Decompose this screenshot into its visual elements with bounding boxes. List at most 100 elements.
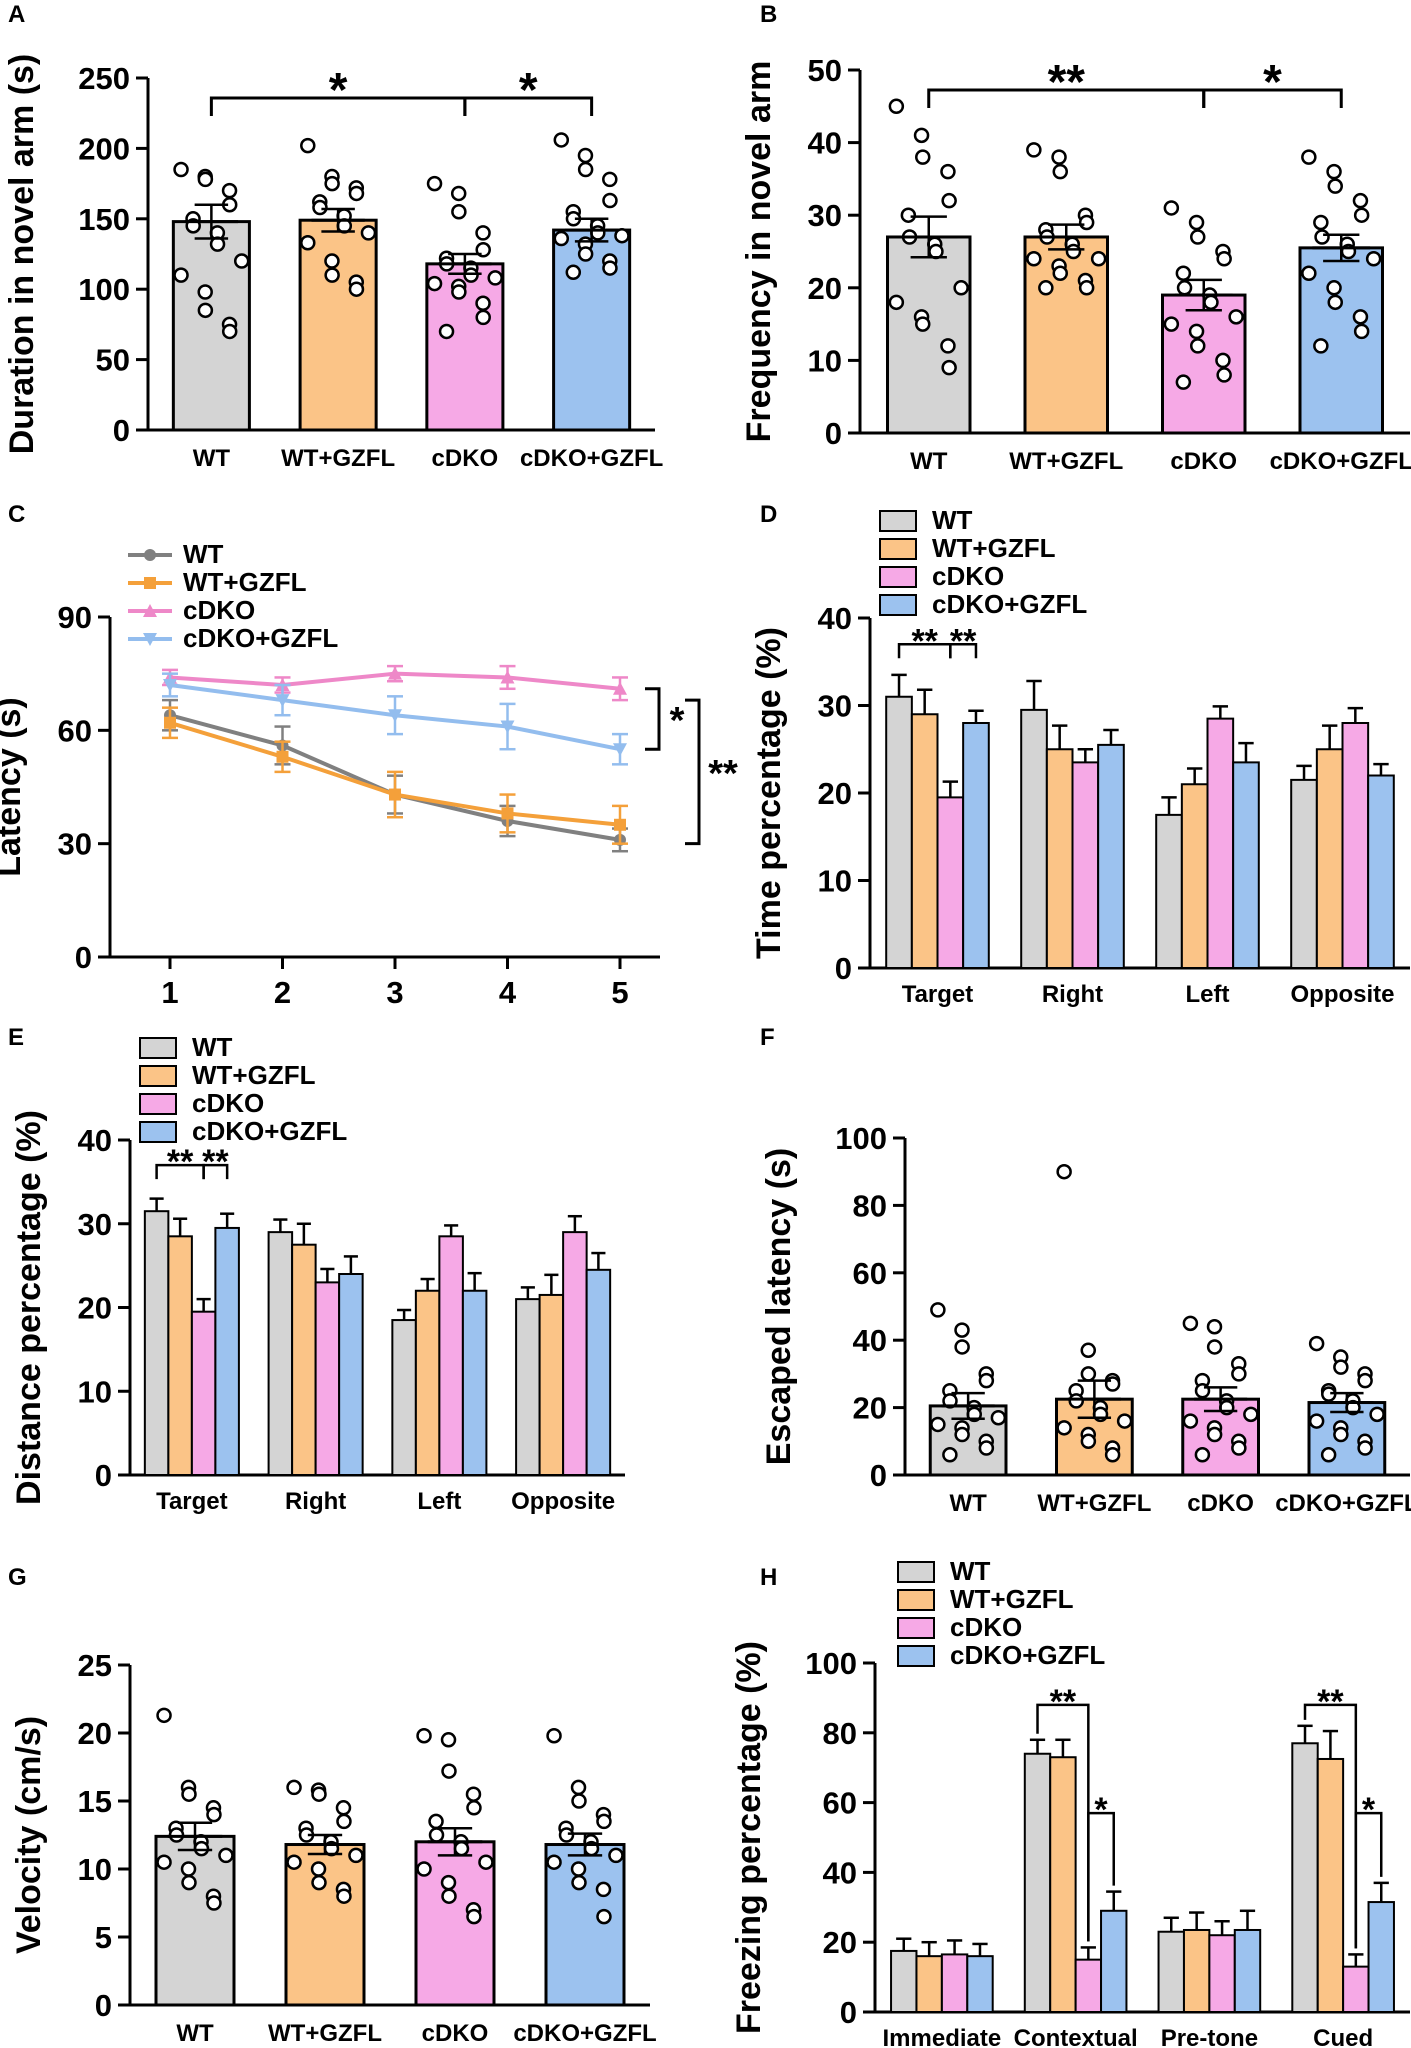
data-point <box>465 1786 482 1802</box>
data-point <box>440 1874 457 1891</box>
y-tick-label: 30 <box>808 198 842 233</box>
bar-WT-Left <box>391 1319 417 1476</box>
y-tick-label: 0 <box>870 1458 887 1493</box>
significance-label: * <box>1263 56 1282 109</box>
data-point <box>475 225 491 241</box>
marker-triangle-up <box>500 670 515 684</box>
significance-label: ** <box>708 753 738 795</box>
data-point <box>1333 1426 1349 1443</box>
data-point <box>954 1426 970 1443</box>
legend-label: cDKO+GZFL <box>950 1640 1105 1670</box>
data-point <box>1353 323 1370 340</box>
y-tick-label: 20 <box>853 1391 887 1426</box>
data-point <box>348 1847 364 1864</box>
significance-bracket <box>949 643 978 659</box>
data-point <box>888 98 905 115</box>
data-point <box>596 1908 612 1925</box>
data-point <box>990 1409 1007 1426</box>
legend-swatch-WT <box>897 1561 935 1583</box>
data-point <box>1056 1420 1072 1436</box>
y-tick-label: 40 <box>823 1855 857 1890</box>
panel-E: 0 10 20 30 40 Distance percentage (%) E Target R… <box>8 1024 625 1515</box>
bar-WT+GZFL-Left <box>414 1289 441 1476</box>
panel-letter: E <box>8 1024 24 1051</box>
data-point <box>1326 280 1342 296</box>
y-tick-label: 20 <box>78 1291 112 1326</box>
bar-WT <box>171 220 251 432</box>
data-point <box>478 1854 494 1870</box>
data-point <box>311 1786 327 1802</box>
data-point <box>941 359 957 376</box>
x-tick-label: WT <box>949 1490 987 1517</box>
legend-label: cDKO+GZFL <box>183 623 338 653</box>
bar-cDKO-Opposite <box>562 1231 588 1476</box>
data-point <box>1080 1342 1097 1359</box>
data-point <box>571 1874 587 1891</box>
data-point <box>218 1847 234 1864</box>
data-point <box>1357 1440 1373 1456</box>
bar-cDKO+GZFL-Right <box>338 1273 364 1476</box>
data-point <box>1052 265 1068 282</box>
bar-cDKO+GZFL-Target <box>962 722 990 969</box>
panel-H: 0 20 40 60 80 100 Freezing percentage (%) H Imme… <box>730 1556 1410 2048</box>
bar-WT-Contextual <box>1023 1752 1052 2013</box>
data-point <box>193 1840 210 1857</box>
data-point <box>602 192 618 209</box>
significance-bracket <box>463 96 594 116</box>
y-tick-label: 40 <box>818 601 852 636</box>
y-tick-label: 80 <box>823 1716 857 1751</box>
data-point <box>928 243 944 260</box>
data-point <box>348 185 365 202</box>
legend-swatch-WT <box>879 510 917 532</box>
data-point <box>466 1908 482 1925</box>
bar-WT-Opposite <box>515 1298 541 1476</box>
x-tick-label: Opposite <box>1290 981 1394 1008</box>
y-tick-label: 0 <box>825 416 842 451</box>
data-point <box>1206 1339 1223 1355</box>
marker-triangle-down <box>275 694 290 708</box>
bar-WT+GZFL-Cued <box>1316 1757 1345 2013</box>
y-tick-label: 40 <box>78 1123 112 1158</box>
panel-letter: F <box>760 1024 775 1051</box>
panel-F: 0 20 40 60 80 100 Escaped latency (s) F WT WT+GZF… <box>760 1024 1411 1517</box>
legend-swatch-WT <box>139 1037 177 1059</box>
y-tick-label: 40 <box>853 1323 887 1358</box>
bar-cDKO+GZFL-Target <box>214 1226 240 1476</box>
data-point <box>915 316 931 332</box>
bar-WT+GZFL-Contextual <box>1049 1756 1077 2013</box>
data-point <box>1231 1366 1247 1382</box>
bar-WT-Target <box>143 1210 170 1476</box>
data-point <box>1301 265 1317 282</box>
bar-cDKO-Target <box>936 796 965 969</box>
x-tick-label: cDKO <box>432 445 499 472</box>
y-tick-label: 10 <box>78 1374 112 1409</box>
y-tick-label: 100 <box>835 1121 887 1156</box>
x-tick-label: Cued <box>1313 2025 1373 2048</box>
x-tick-label: WT+GZFL <box>1037 1490 1151 1517</box>
data-point <box>1068 1393 1085 1409</box>
data-point <box>440 1732 457 1748</box>
bar-cDKO-Contextual <box>1074 1958 1103 2014</box>
marker-triangle-down <box>388 709 402 723</box>
data-point <box>1327 178 1343 194</box>
data-point <box>426 275 443 292</box>
bar-cDKO+GZFL-Left <box>461 1289 488 1476</box>
data-point <box>595 1881 612 1898</box>
marker-circle <box>144 549 156 561</box>
y-tick-label: 30 <box>818 689 852 724</box>
data-point <box>451 204 467 220</box>
marker-square <box>276 750 289 763</box>
y-tick-label: 10 <box>818 864 852 899</box>
data-point <box>1352 309 1369 325</box>
data-point <box>596 1813 612 1830</box>
y-tick-label: 20 <box>78 1716 112 1751</box>
data-point <box>1357 1372 1373 1389</box>
panel-G: 0 5 10 15 20 25 Velocity (cm/s) G WT WT+GZFL cDKO c… <box>8 1564 657 2047</box>
y-tick-label: 150 <box>78 202 130 237</box>
x-tick-label: cDKO <box>422 2020 489 2047</box>
legend-label: cDKO <box>183 595 255 625</box>
marker-triangle-down <box>143 633 157 646</box>
